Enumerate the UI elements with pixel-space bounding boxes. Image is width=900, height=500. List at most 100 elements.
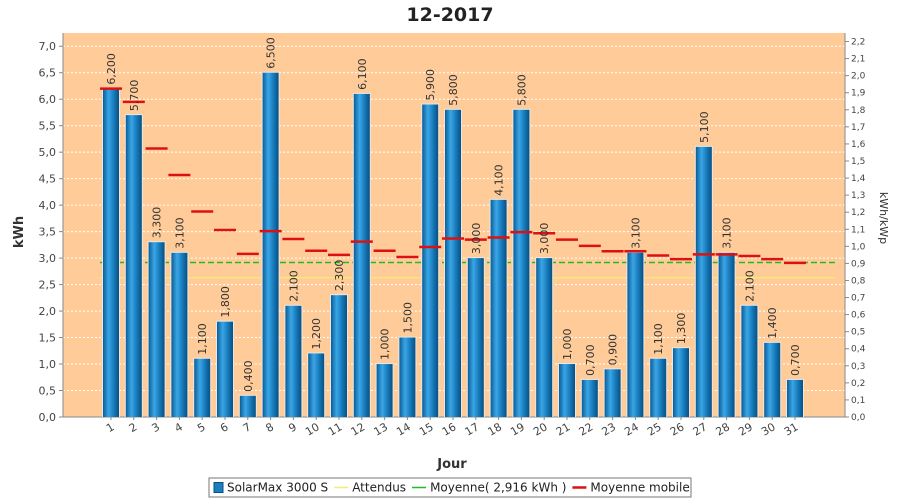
data-label: 3,100	[173, 217, 186, 249]
y-tick-label: 6,0	[39, 93, 57, 106]
bar	[285, 305, 302, 417]
data-label: 3,100	[629, 217, 642, 249]
data-label: 1,400	[766, 307, 779, 339]
x-tick-label: 18	[485, 420, 504, 438]
bar	[604, 369, 621, 417]
x-tick-label: 28	[713, 420, 732, 438]
legend-entry-label: Moyenne mobile	[590, 481, 689, 495]
bar	[353, 93, 370, 418]
data-label: 5,900	[424, 69, 437, 101]
y-right-tick-label: 0,1	[851, 396, 865, 406]
data-label: 0,700	[789, 344, 802, 376]
x-tick-label: 7	[241, 420, 254, 435]
x-tick-label: 16	[440, 420, 459, 438]
x-tick-label: 25	[645, 420, 664, 438]
y-tick-label: 2,0	[39, 305, 57, 318]
x-tick-label: 30	[759, 420, 778, 438]
bar	[239, 395, 256, 417]
data-label: 3,000	[470, 223, 483, 255]
data-label: 1,200	[310, 318, 323, 350]
data-label: 1,000	[379, 329, 392, 361]
bar	[673, 348, 689, 417]
x-tick-label: 6	[218, 420, 231, 435]
y-tick-label: 0,0	[39, 411, 57, 424]
x-tick-label: 27	[691, 420, 710, 438]
x-tick-label: 20	[531, 420, 550, 438]
y-tick-label: 4,5	[39, 173, 57, 186]
y-right-tick-label: 1,9	[851, 89, 866, 99]
x-tick-label: 9	[286, 420, 299, 435]
y-right-tick-label: 0,3	[851, 362, 865, 372]
y-right-tick-label: 1,0	[851, 242, 866, 252]
x-tick-label: 12	[349, 420, 368, 438]
bar	[125, 115, 142, 417]
y-right-tick-label: 1,8	[851, 106, 866, 116]
y-tick-label: 1,5	[39, 332, 57, 345]
bar	[331, 295, 347, 417]
y-right-tick-label: 0,9	[851, 259, 866, 269]
x-tick-label: 29	[736, 420, 755, 438]
x-tick-label: 10	[303, 420, 322, 438]
bar	[467, 258, 484, 417]
y-right-tick-label: 0,6	[851, 311, 866, 321]
x-tick-label: 4	[172, 420, 185, 435]
data-label: 5,800	[515, 74, 528, 106]
bar	[787, 379, 803, 417]
x-tick-label: 26	[668, 420, 687, 438]
x-tick-label: 3	[150, 420, 163, 435]
bar	[490, 199, 507, 417]
y-right-tick-label: 1,1	[851, 225, 865, 235]
data-label: 0,700	[584, 344, 597, 376]
x-tick-label: 11	[326, 420, 345, 438]
legend: SolarMax 3000 S Attendus Moyenne( 2,916 kW…	[208, 477, 692, 498]
bar	[148, 242, 165, 417]
data-label: 2,100	[743, 270, 756, 302]
data-label: 2,100	[287, 270, 300, 302]
plot-area: 0,0 0,5 1,0 1,5 2,0 2,5 3,0 3,5 4,0 4,5 5,0 5,5 6,0 6…	[39, 33, 866, 439]
y-right-tick-label: 2,1	[851, 55, 865, 65]
bar	[650, 358, 667, 417]
y-tick-label: 7,0	[39, 40, 57, 53]
y-right-tick-label: 1,7	[851, 123, 865, 133]
bar	[581, 379, 598, 417]
y-right-tick-label: 0,7	[851, 294, 865, 304]
data-label: 6,100	[356, 58, 369, 90]
y-right-tick-label: 2,0	[851, 72, 866, 82]
x-tick-label: 2	[127, 420, 140, 435]
x-tick-label: 8	[264, 420, 277, 435]
data-label: 5,700	[128, 80, 141, 112]
x-tick-label: 22	[577, 420, 596, 438]
data-label: 6,200	[105, 53, 118, 85]
bar	[764, 342, 781, 417]
data-label: 1,300	[675, 313, 688, 345]
bar	[741, 305, 758, 417]
x-tick-label: 14	[394, 420, 413, 438]
y-tick-label: 5,5	[39, 120, 57, 133]
data-label: 1,000	[561, 329, 574, 361]
data-label: 0,900	[607, 334, 620, 366]
bar	[194, 358, 211, 417]
data-label: 1,100	[196, 323, 209, 355]
bar	[559, 364, 575, 417]
bar	[445, 109, 461, 418]
data-label: 3,000	[538, 223, 551, 255]
y-right-tick-label: 0,8	[851, 276, 866, 286]
legend-swatch-bar	[213, 482, 224, 493]
x-tick-label: 24	[622, 420, 641, 438]
y-tick-label: 0,5	[39, 385, 57, 398]
legend-box	[208, 477, 692, 498]
x-tick-label: 13	[371, 420, 390, 438]
x-axis-label: Jour	[436, 457, 467, 472]
x-tick-label: 15	[417, 420, 436, 438]
y-right-tick-label: 0,0	[851, 413, 866, 423]
bar	[718, 252, 735, 417]
bar	[217, 321, 233, 417]
data-label: 1,800	[219, 286, 232, 318]
bar	[399, 337, 416, 417]
x-tick-label: 31	[782, 420, 801, 438]
y-right-tick-label: 0,4	[851, 345, 866, 355]
y-tick-label: 2,5	[39, 279, 57, 292]
y-right-tick-label: 1,4	[851, 174, 866, 184]
x-tick-label: 23	[599, 420, 618, 438]
